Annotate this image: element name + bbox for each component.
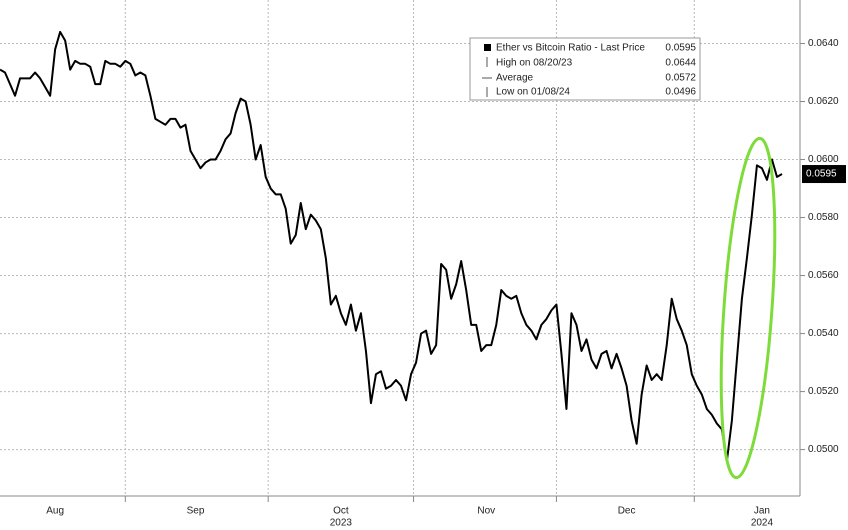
x-tick-label: Dec [618,506,636,517]
y-tick-label: 0.0640 [808,38,839,49]
highlight-ellipse [719,136,777,480]
legend-box [469,37,701,101]
legend-label: Average [496,73,534,84]
x-tick-label: Jan [754,506,770,517]
legend: Ether vs Bitcoin Ratio - Last Price 0.05… [469,37,701,101]
x-tick-label: Aug [46,506,64,517]
legend-value: 0.0644 [665,58,696,69]
legend-label: High on 08/20/23 [496,58,573,69]
last-price-label: 0.0595 [806,169,837,180]
y-tick-label: 0.0540 [808,328,839,339]
x-group-label: 2024 [751,518,774,529]
legend-label: Low on 01/08/24 [496,87,570,98]
legend-label: Ether vs Bitcoin Ratio - Last Price [496,43,645,54]
legend-value: 0.0595 [665,43,696,54]
data-line [0,30,783,463]
last-price-tag: 0.0595 [802,165,846,184]
y-tick-label: 0.0580 [808,212,839,223]
legend-icon [484,44,491,51]
legend-value: 0.0496 [665,87,696,98]
y-tick-label: 0.0500 [808,444,839,455]
y-tick-label: 0.0520 [808,386,839,397]
legend-value: 0.0572 [665,73,696,84]
x-tick-label: Nov [477,506,495,517]
line-layer [0,30,783,463]
last-price-box [802,165,846,184]
y-tick-label: 0.0560 [808,270,839,281]
y-tick-label: 0.0600 [808,154,839,165]
y-tick-label: 0.0620 [808,96,839,107]
x-tick-label: Oct [333,506,349,517]
x-tick-label: Sep [187,506,205,517]
x-group-label: 2023 [330,518,353,529]
